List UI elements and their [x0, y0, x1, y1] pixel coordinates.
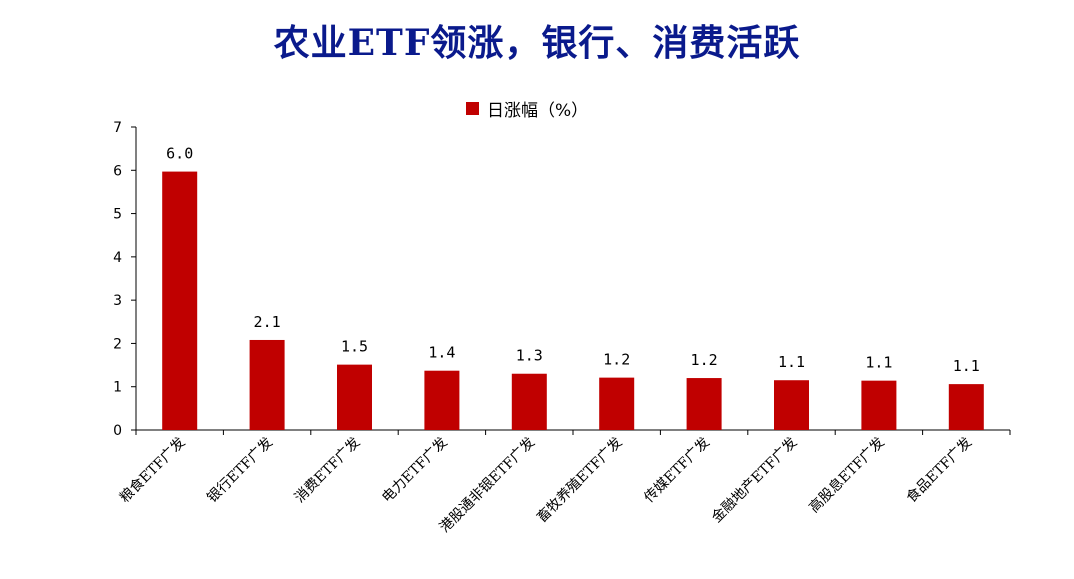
data-label: 1.2: [603, 351, 630, 369]
category-label: 电力ETF广发: [379, 435, 451, 507]
data-label: 1.1: [953, 357, 980, 375]
data-label: 1.4: [428, 344, 455, 362]
y-tick-label: 7: [113, 120, 122, 136]
bar: [861, 380, 897, 430]
bar: [686, 378, 722, 430]
y-tick-label: 3: [113, 293, 122, 309]
chart-title: 农业ETF领涨，银行、消费活跃: [273, 22, 801, 64]
data-label: 1.5: [341, 338, 368, 356]
legend: 日涨幅（%）: [466, 97, 589, 121]
bar: [948, 384, 984, 430]
category-label: 消费ETF广发: [292, 435, 364, 507]
bar: [774, 380, 809, 430]
bar: [599, 377, 635, 430]
data-label: 1.2: [691, 351, 718, 369]
category-label: 银行ETF广发: [204, 435, 276, 507]
bar: [162, 171, 198, 430]
data-label: 1.3: [516, 347, 543, 365]
data-label: 2.1: [254, 313, 281, 331]
data-label: 1.1: [865, 354, 892, 372]
y-tick-label: 2: [113, 336, 122, 352]
category-label: 港股通非银ETF广发: [437, 435, 538, 536]
y-tick-label: 1: [113, 380, 122, 396]
category-label: 粮食ETF广发: [116, 434, 188, 506]
data-label: 1.1: [778, 353, 805, 371]
category-label: 食品ETF广发: [903, 434, 975, 506]
legend-label: 日涨幅（%）: [487, 100, 589, 121]
bar: [511, 373, 547, 430]
category-label: 金融地产ETF广发: [709, 435, 800, 526]
category-label: 传媒ETF广发: [641, 435, 713, 507]
legend-swatch: [466, 101, 479, 115]
y-tick-label: 0: [113, 423, 122, 439]
category-label: 高股息ETF广发: [806, 434, 888, 516]
bar: [424, 370, 460, 430]
category-label: 畜牧养殖ETF广发: [533, 434, 625, 526]
y-tick-label: 6: [113, 163, 122, 179]
y-tick-label: 5: [113, 207, 122, 223]
data-label: 6.0: [166, 145, 193, 163]
bar: [337, 364, 372, 430]
bar: [249, 339, 285, 430]
y-tick-label: 4: [113, 250, 122, 266]
